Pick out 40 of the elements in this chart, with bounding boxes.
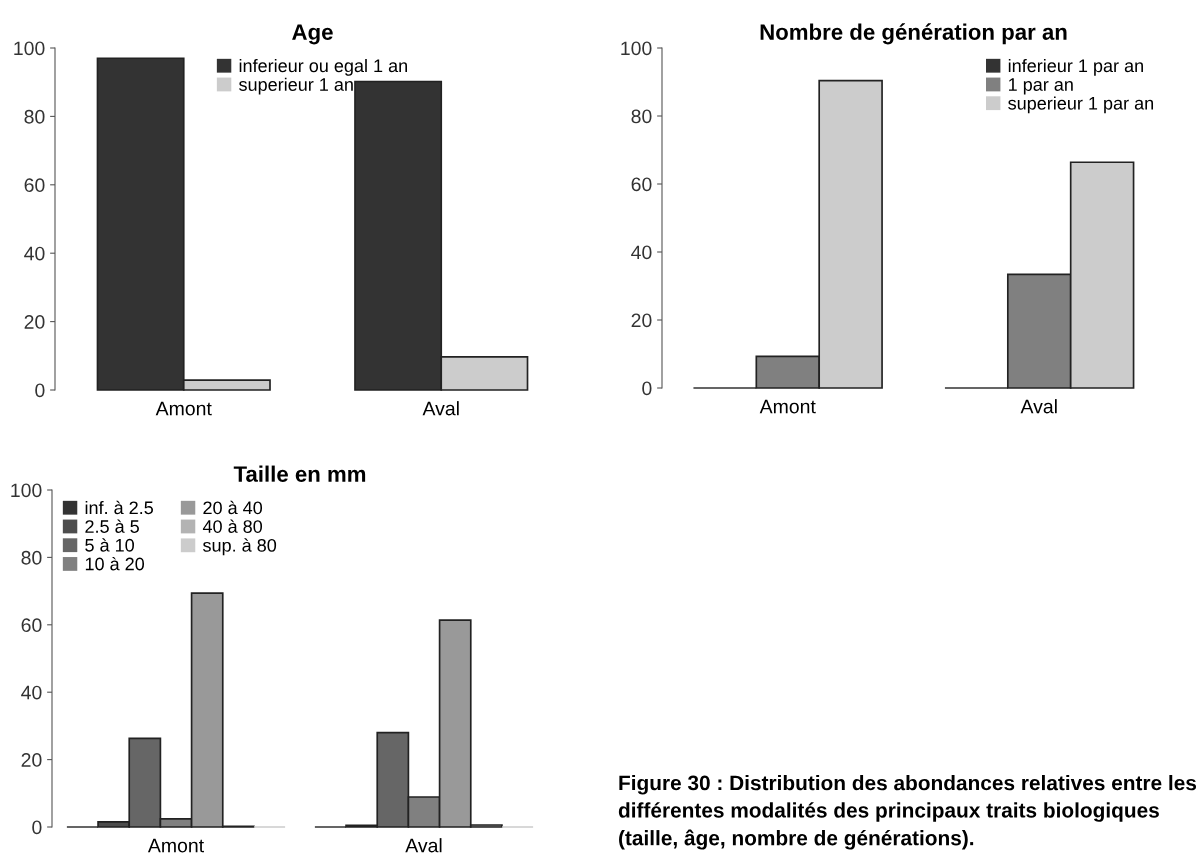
y-tick-label: 100	[11, 483, 42, 498]
y-tick-label: 60	[631, 177, 652, 192]
x-tick-label: Aval	[405, 838, 442, 853]
x-tick-label: Aval	[422, 401, 459, 416]
y-tick-label: 60	[24, 178, 45, 193]
y-tick-label: 0	[642, 381, 652, 396]
y-tick-label: 0	[32, 820, 42, 835]
legend-label: superieur 1 par an	[1008, 96, 1154, 114]
y-tick-label: 80	[21, 550, 42, 565]
y-tick-label: 80	[24, 109, 45, 124]
y-tick-label: 20	[24, 315, 45, 329]
x-tick-label: Amont	[147, 838, 204, 853]
y-tick-label: 100	[621, 41, 652, 56]
y-tick-label: 40	[21, 685, 42, 700]
chart-title: Nombre de génération par an	[760, 23, 1067, 45]
legend-label: 1 par an	[1009, 78, 1073, 95]
y-tick-label: 80	[631, 109, 652, 124]
x-tick-label: Amont	[155, 401, 212, 416]
y-tick-label: 40	[631, 245, 652, 260]
legend-label: inferieur 1 par an	[1008, 58, 1143, 76]
y-tick-label: 60	[21, 618, 42, 633]
y-tick-label: 100	[14, 41, 45, 56]
x-tick-label: Aval	[1020, 399, 1057, 414]
legend-label: inferieur ou egal 1 an	[239, 58, 407, 76]
chart-title: Age	[292, 24, 333, 45]
legend-label: sup. à 80	[203, 538, 277, 556]
y-tick-label: 20	[21, 753, 42, 767]
caption: Figure 30 : Distribution des abondances relatives entre les différentes modalités des principaux traits biologiques (taille, âge, nombre de générations).	[618, 775, 1197, 850]
legend-label: 40 à 80	[202, 519, 263, 533]
legend-label: superieur 1 an	[239, 77, 353, 95]
chart-title: Taille en mm	[233, 465, 366, 482]
y-tick-label: 0	[35, 383, 45, 398]
legend-label: 20 à 40	[203, 500, 263, 515]
legend-label: 2.5 à 5	[85, 519, 139, 533]
y-tick-label: 20	[631, 313, 652, 328]
legend-label: 5 à 10	[85, 538, 134, 552]
x-tick-label: Amont	[759, 399, 816, 414]
legend-label: inf. à 2.5	[85, 500, 153, 515]
y-tick-label: 40	[24, 246, 45, 261]
legend-label: 10 à 20	[85, 556, 145, 571]
